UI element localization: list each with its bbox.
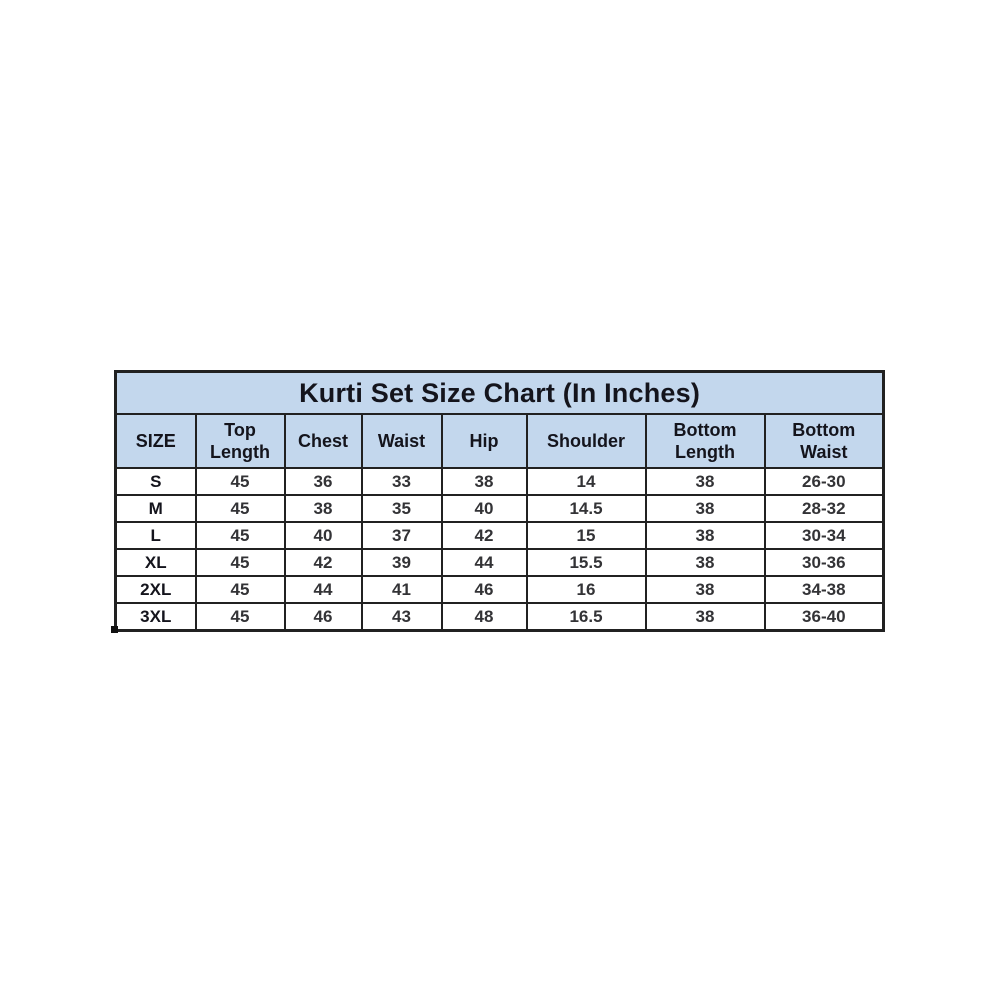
column-header-top-length: Top Length [194,413,286,469]
measurement-value: 14.5 [525,494,647,523]
measurement-value: 48 [440,602,528,632]
measurement-value: 42 [440,521,528,550]
column-header-hip: Hip [440,413,528,469]
measurement-value: 35 [360,494,443,523]
table-title: Kurti Set Size Chart (In Inches) [114,370,885,415]
measurement-value: 30-36 [763,548,885,577]
measurement-value: 46 [283,602,363,632]
measurement-value: 16.5 [525,602,647,632]
column-header-shoulder: Shoulder [525,413,647,469]
measurement-value: 40 [283,521,363,550]
measurement-value: 46 [440,575,528,604]
column-header-waist: Waist [360,413,443,469]
measurement-value: 38 [644,521,766,550]
measurement-value: 38 [283,494,363,523]
size-row-s: S 45 36 33 38 14 38 26-30 [114,467,885,496]
measurement-value: 45 [194,602,286,632]
column-header-size: SIZE [114,413,197,469]
measurement-value: 38 [644,494,766,523]
measurement-value: 38 [644,548,766,577]
size-row-m: M 45 38 35 40 14.5 38 28-32 [114,494,885,523]
measurement-value: 45 [194,575,286,604]
measurement-value: 45 [194,494,286,523]
measurement-value: 44 [440,548,528,577]
size-label: XL [114,548,197,577]
size-label: 2XL [114,575,197,604]
measurement-value: 16 [525,575,647,604]
column-header-bottom-waist: Bottom Waist [763,413,885,469]
measurement-value: 38 [644,575,766,604]
measurement-value: 33 [360,467,443,496]
measurement-value: 45 [194,548,286,577]
column-header-bottom-length: Bottom Length [644,413,766,469]
size-chart-table: Kurti Set Size Chart (In Inches) SIZE Top… [114,370,886,632]
measurement-value: 41 [360,575,443,604]
measurement-value: 14 [525,467,647,496]
measurement-value: 45 [194,521,286,550]
measurement-value: 38 [644,467,766,496]
column-header-row: SIZE Top Length Chest Waist Hip Shoulder Botto… [114,413,885,469]
size-row-2xl: 2XL 45 44 41 46 16 38 34-38 [114,575,885,604]
size-chart-container: Kurti Set Size Chart (In Inches) SIZE Top… [114,370,886,632]
measurement-value: 37 [360,521,443,550]
measurement-value: 34-38 [763,575,885,604]
size-label: S [114,467,197,496]
title-row: Kurti Set Size Chart (In Inches) [114,370,885,415]
measurement-value: 42 [283,548,363,577]
measurement-value: 40 [440,494,528,523]
corner-handle-mark [111,626,118,633]
measurement-value: 38 [440,467,528,496]
size-row-l: L 45 40 37 42 15 38 30-34 [114,521,885,550]
measurement-value: 26-30 [763,467,885,496]
measurement-value: 30-34 [763,521,885,550]
size-label: L [114,521,197,550]
size-label: M [114,494,197,523]
measurement-value: 45 [194,467,286,496]
measurement-value: 43 [360,602,443,632]
measurement-value: 15.5 [525,548,647,577]
size-row-xl: XL 45 42 39 44 15.5 38 30-36 [114,548,885,577]
size-label: 3XL [114,602,197,632]
measurement-value: 38 [644,602,766,632]
measurement-value: 36 [283,467,363,496]
measurement-value: 36-40 [763,602,885,632]
size-row-3xl: 3XL 45 46 43 48 16.5 38 36-40 [114,602,885,632]
size-rows-body: S 45 36 33 38 14 38 26-30 M 45 38 35 40 14.5 38 28-32 L 4… [114,467,885,632]
measurement-value: 15 [525,521,647,550]
column-header-chest: Chest [283,413,363,469]
measurement-value: 28-32 [763,494,885,523]
measurement-value: 39 [360,548,443,577]
measurement-value: 44 [283,575,363,604]
